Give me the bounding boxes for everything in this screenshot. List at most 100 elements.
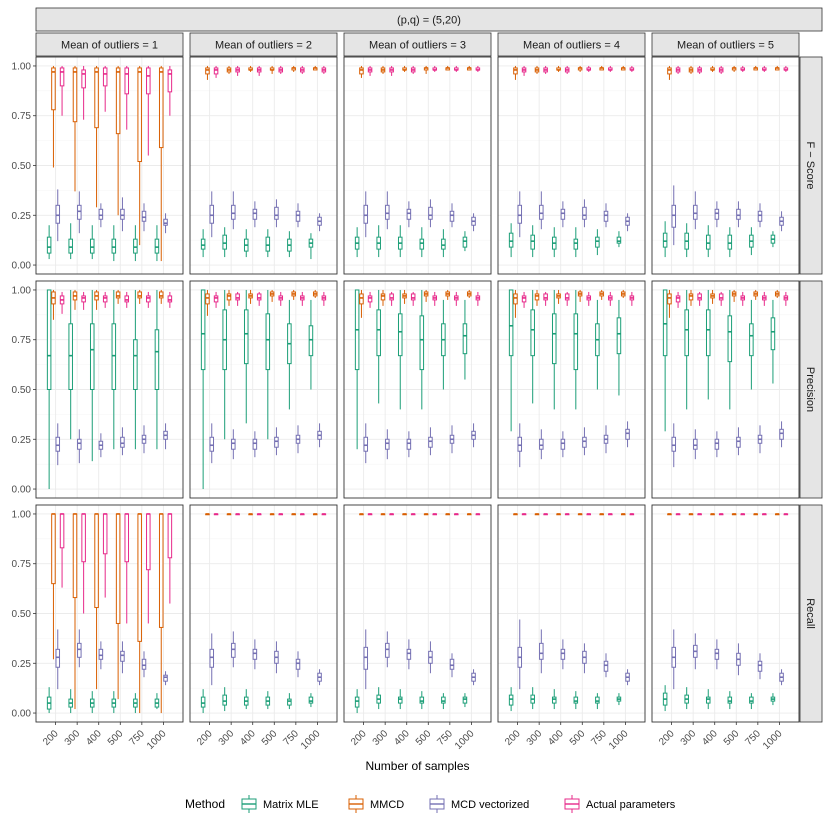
box-matrix-mle-500 [419, 289, 425, 410]
box-matrix-mle-300 [376, 687, 381, 710]
box-mmcd-300 [534, 65, 540, 74]
box-mmcd-1000 [620, 513, 626, 516]
y-tick-label: 0.75 [12, 111, 32, 122]
box-actual-parameters-400 [564, 513, 570, 516]
row-strip-f-score [799, 56, 823, 275]
box-mmcd-500 [269, 513, 275, 516]
box-actual-parameters-200 [521, 291, 527, 308]
box-mcd-vectorized-200 [209, 423, 215, 464]
box-iqr [213, 67, 219, 75]
box-mmcd-500 [423, 65, 429, 74]
box-mmcd-500 [731, 513, 737, 516]
box-iqr [163, 674, 168, 682]
box-matrix-mle-750 [595, 229, 600, 256]
box-mmcd-400 [94, 65, 99, 208]
box-iqr [243, 309, 249, 365]
box-mmcd-750 [599, 513, 604, 516]
box-mmcd-400 [556, 289, 561, 304]
box-matrix-mle-750 [133, 289, 138, 450]
box-matrix-mle-200 [508, 687, 514, 712]
x-tick-label: 500 [414, 728, 434, 748]
box-mcd-vectorized-750 [141, 425, 147, 454]
box-iqr [205, 67, 210, 75]
box-actual-parameters-1000 [783, 65, 789, 72]
box-mmcd-200 [513, 289, 518, 318]
box-iqr [146, 513, 151, 571]
box-iqr [102, 67, 108, 87]
box-iqr [508, 289, 514, 357]
box-actual-parameters-1000 [321, 513, 327, 516]
facet-panels [35, 56, 800, 723]
box-iqr [120, 208, 125, 220]
box-matrix-mle-750 [441, 693, 446, 710]
box-iqr [120, 650, 125, 662]
box-mmcd-300 [226, 65, 232, 74]
x-tick-label: 200 [195, 728, 215, 748]
box-iqr [385, 438, 390, 450]
box-mmcd-400 [248, 65, 253, 72]
box-iqr [222, 234, 227, 250]
x-tick-label: 750 [127, 728, 147, 748]
legend-label-mcd-vectorized: MCD vectorized [451, 799, 529, 811]
top-strip [35, 7, 823, 32]
box-mcd-vectorized-400 [406, 431, 412, 458]
box-matrix-mle-200 [662, 221, 668, 258]
box-mcd-vectorized-300 [385, 191, 390, 230]
box-mcd-vectorized-300 [693, 191, 698, 230]
box-iqr [111, 238, 117, 254]
box-iqr [705, 309, 711, 357]
box-mcd-vectorized-300 [693, 429, 698, 460]
box-mcd-vectorized-400 [406, 201, 412, 228]
box-mmcd-1000 [158, 65, 164, 262]
box-mmcd-200 [667, 65, 672, 80]
x-tick-label: 750 [281, 728, 301, 748]
box-mmcd-750 [137, 513, 142, 714]
box-mmcd-200 [205, 65, 210, 80]
x-tick-label: 400 [392, 728, 412, 748]
box-iqr [55, 436, 61, 452]
column-strip-4 [497, 32, 646, 57]
box-mcd-vectorized-750 [603, 425, 609, 454]
box-iqr [397, 313, 403, 357]
box-matrix-mle-500 [727, 227, 733, 258]
box-iqr [94, 67, 99, 129]
box-actual-parameters-300 [81, 513, 86, 614]
panel-f-score-col-5 [651, 56, 800, 275]
panel-border [189, 504, 338, 723]
panel-f-score-col-4 [497, 56, 646, 275]
panel-recall-col-1 [35, 504, 184, 723]
box-matrix-mle-200 [354, 227, 360, 258]
box-actual-parameters-750 [762, 65, 767, 72]
box-actual-parameters-400 [718, 65, 724, 74]
box-mcd-vectorized-750 [603, 203, 609, 228]
box-mcd-vectorized-500 [274, 199, 279, 228]
box-actual-parameters-750 [300, 65, 305, 74]
box-mcd-vectorized-750 [449, 653, 455, 678]
box-iqr [397, 696, 403, 704]
box-iqr [727, 696, 733, 704]
panel-precision-col-1 [35, 280, 184, 499]
box-mmcd-300 [534, 513, 540, 516]
box-iqr [252, 208, 258, 220]
box-iqr [662, 289, 668, 357]
y-tick-label: 0.00 [12, 261, 32, 272]
box-iqr [462, 696, 468, 704]
box-matrix-mle-200 [200, 289, 206, 490]
box-matrix-mle-400 [551, 689, 557, 710]
box-mmcd-200 [51, 513, 56, 660]
box-mcd-vectorized-400 [560, 201, 566, 228]
box-iqr [560, 648, 566, 660]
box-actual-parameters-400 [102, 291, 108, 308]
y-tick-label: 1.00 [12, 285, 32, 296]
box-iqr [55, 648, 61, 668]
box-matrix-mle-300 [684, 687, 689, 710]
box-mcd-vectorized-750 [141, 651, 147, 678]
box-iqr [406, 648, 412, 660]
box-iqr [222, 694, 227, 706]
box-matrix-mle-400 [551, 289, 557, 410]
box-iqr [200, 238, 206, 250]
box-matrix-mle-1000 [770, 299, 776, 384]
box-actual-parameters-400 [256, 291, 262, 306]
box-mmcd-400 [94, 513, 99, 690]
box-matrix-mle-1000 [616, 693, 622, 706]
